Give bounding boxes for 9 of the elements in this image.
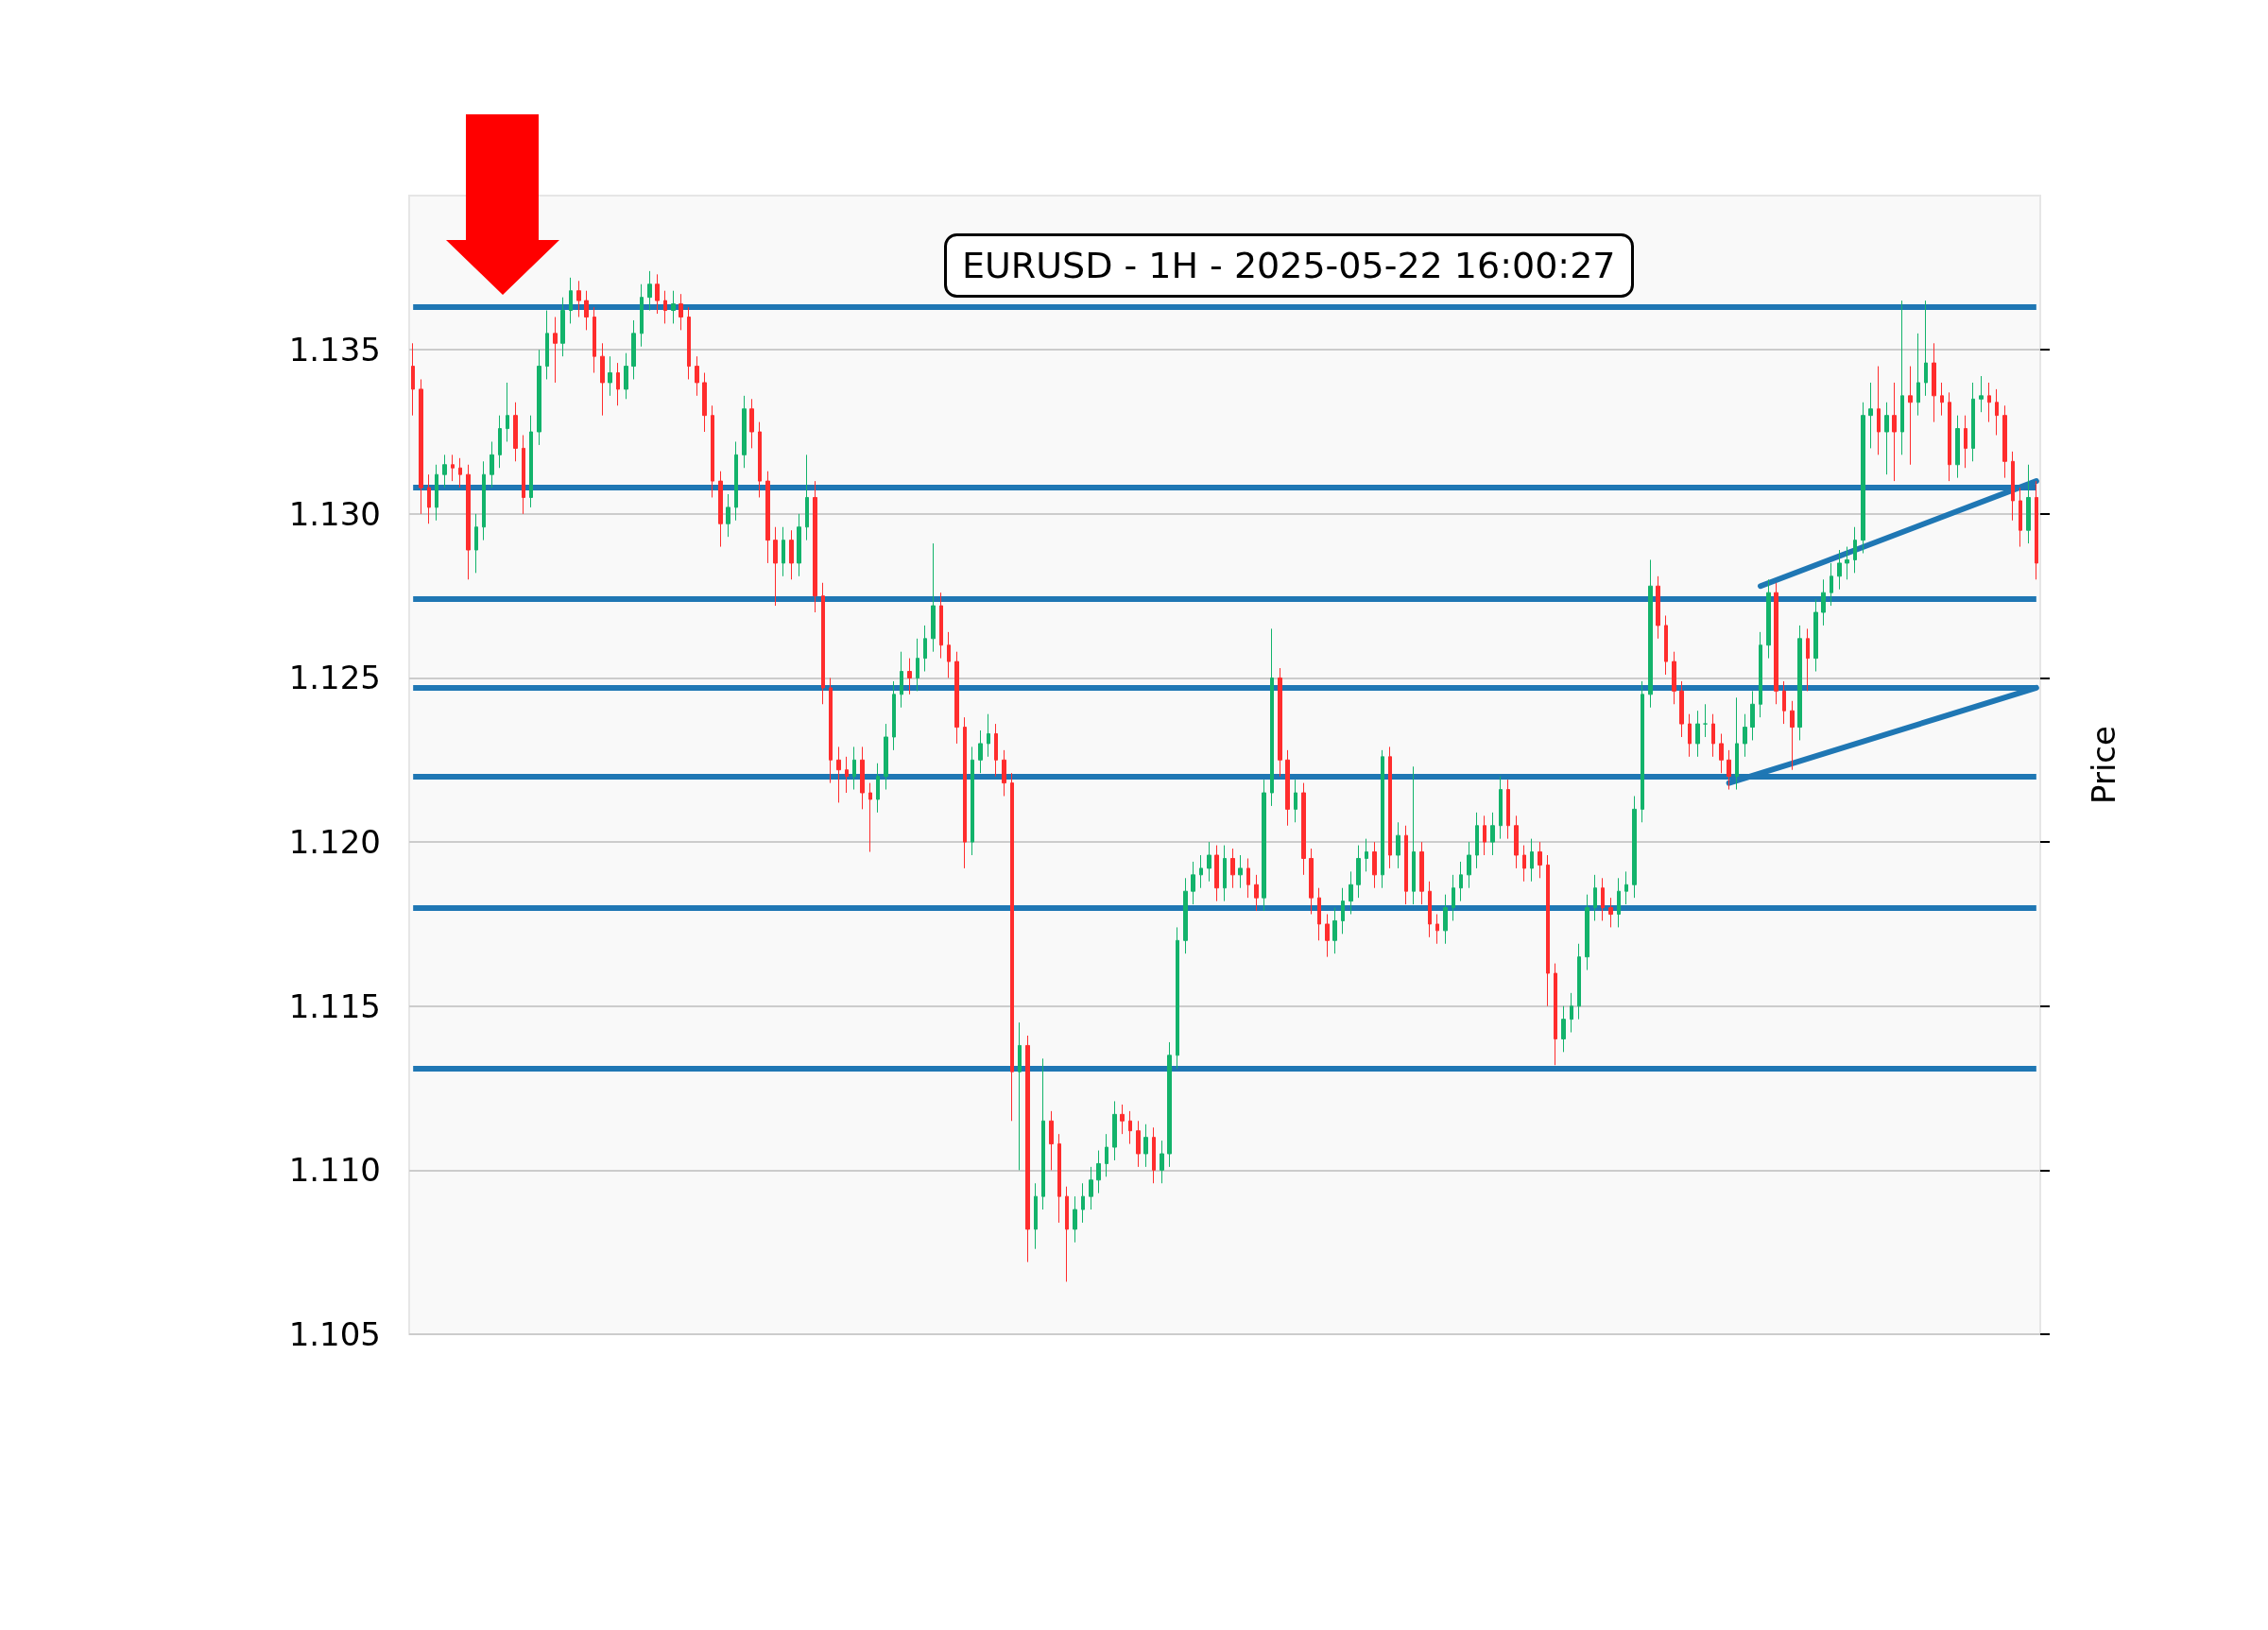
y-tick-label: 1.135	[288, 331, 381, 369]
y-tick-label: 1.110	[288, 1151, 381, 1190]
y-tick-label: 1.115	[288, 987, 381, 1025]
text: EURUSD - 1H - 2025-05-22 16:00:27	[962, 245, 1616, 286]
y-tick-label: 1.125	[288, 659, 381, 697]
y-tick-label: 1.120	[288, 823, 381, 862]
y-tick-label: 1.105	[288, 1315, 381, 1353]
y-tick-label: 1.130	[288, 494, 381, 533]
y-axis-title: Price	[2085, 726, 2122, 804]
